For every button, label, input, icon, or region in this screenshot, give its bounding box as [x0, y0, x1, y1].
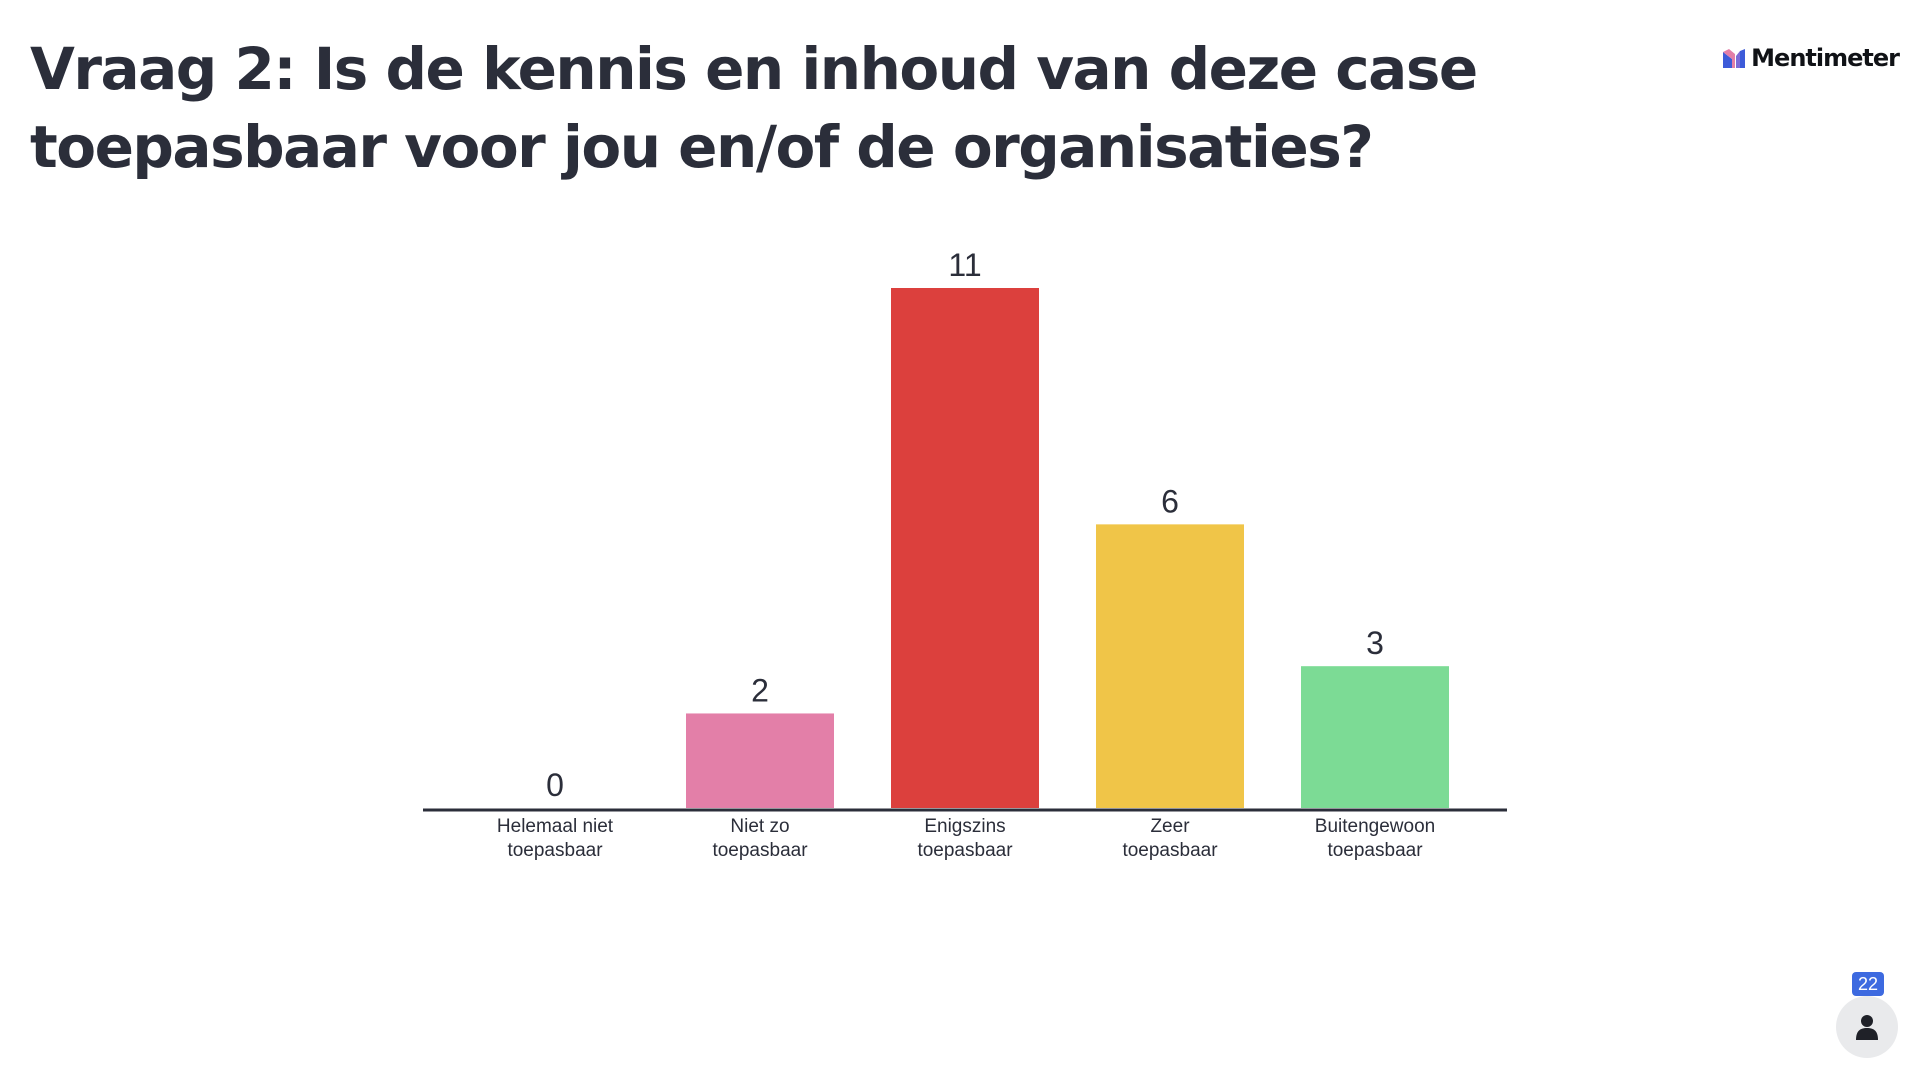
participant-count-badge: 22: [1852, 972, 1884, 996]
person-icon: [1856, 1015, 1878, 1040]
bar-1: [686, 713, 834, 808]
participants-widget[interactable]: 22: [1836, 958, 1898, 1058]
bar-4: [1301, 666, 1449, 808]
brand-name: Mentimeter: [1751, 44, 1900, 72]
bar-value-label: 6: [1161, 483, 1179, 519]
bar-value-label: 2: [751, 672, 769, 708]
category-label: Zeer toepasbaar: [1122, 816, 1218, 861]
category-label: Helemaal niet toepasbaar: [497, 816, 614, 861]
brand: Mentimeter: [1723, 44, 1900, 72]
category-label: Niet zo toepasbaar: [712, 816, 808, 861]
participants-button[interactable]: [1836, 996, 1898, 1058]
category-label: Enigszins toepasbaar: [917, 816, 1013, 861]
bar-value-label: 3: [1366, 625, 1384, 661]
page-title: Vraag 2: Is de kennis en inhoud van deze…: [30, 35, 1478, 181]
category-label: Buitengewoon toepasbaar: [1315, 816, 1435, 861]
bar-group: 0 Helemaal niet toepasbaar 2 Niet zo toepasba…: [497, 247, 1449, 861]
bar-2: [891, 288, 1039, 808]
bar-3: [1096, 524, 1244, 808]
bar-value-label: 0: [546, 767, 564, 803]
bar-value-label: 11: [948, 247, 981, 283]
mentimeter-logo-icon: [1723, 49, 1746, 68]
